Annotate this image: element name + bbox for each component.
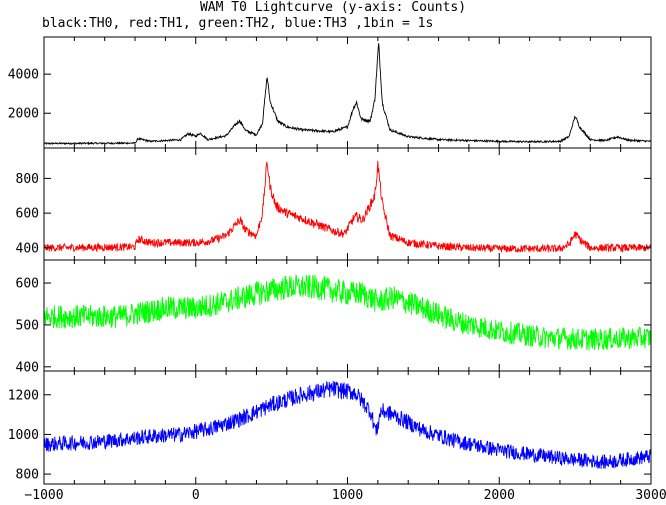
y-tick-label: 600 bbox=[16, 207, 39, 222]
y-tick-label: 4000 bbox=[8, 68, 39, 83]
y-tick-label: 600 bbox=[16, 277, 39, 292]
panel-th1: 400 600 800 bbox=[16, 147, 652, 261]
series-th0 bbox=[43, 43, 652, 146]
chart-subtitle: black:TH0, red:TH1, green:TH2, blue:TH3 … bbox=[42, 16, 434, 31]
y-tick-label: 2000 bbox=[8, 107, 39, 122]
panel-frame bbox=[43, 259, 652, 372]
x-tick-label: 2000 bbox=[484, 488, 515, 503]
x-tick-label: 3000 bbox=[635, 488, 666, 503]
series-th2 bbox=[43, 274, 652, 351]
y-tick-label: 500 bbox=[16, 318, 39, 333]
x-tick-label: 1000 bbox=[332, 488, 363, 503]
panel-th3: 800 1000 1200 bbox=[8, 370, 652, 485]
y-tick-label: 800 bbox=[16, 468, 39, 483]
y-tick-label: 1000 bbox=[8, 428, 39, 443]
x-tick-label: −1000 bbox=[24, 488, 63, 503]
y-tick-label: 800 bbox=[16, 172, 39, 187]
x-tick-label: 0 bbox=[192, 488, 200, 503]
y-tick-label: 400 bbox=[16, 241, 39, 256]
panel-th2: 400 500 600 bbox=[16, 259, 652, 375]
panel-frame bbox=[43, 36, 652, 149]
y-tick-label: 1200 bbox=[8, 388, 39, 403]
y-tick-label: 400 bbox=[16, 360, 39, 375]
panel-th0: 2000 4000 bbox=[8, 36, 652, 149]
series-th1 bbox=[43, 160, 652, 254]
series-th3 bbox=[43, 380, 652, 469]
chart-title: WAM T0 Lightcurve (y-axis: Counts) bbox=[199, 0, 467, 15]
